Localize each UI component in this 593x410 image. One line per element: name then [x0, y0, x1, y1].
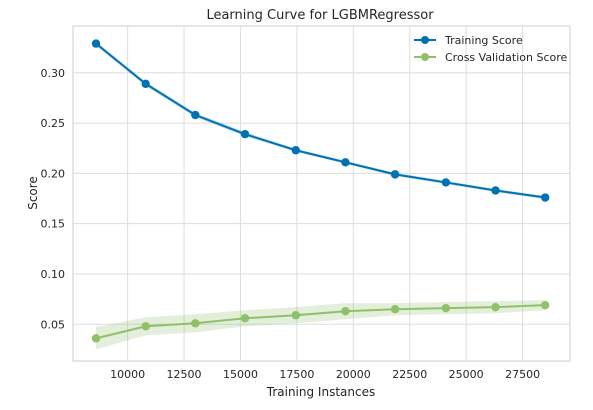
y-tick-label: 0.25 [41, 117, 66, 130]
y-axis-label: Score [26, 176, 40, 210]
line-training [95, 42, 546, 199]
line-cv [95, 304, 546, 340]
legend-label-cv: Cross Validation Score [445, 51, 568, 64]
series-lines [95, 42, 546, 340]
point-cv [91, 334, 101, 343]
y-tick-label: 0.05 [41, 318, 66, 331]
point-training [441, 178, 451, 187]
point-training [341, 158, 350, 167]
legend: Training Score Cross Validation Score [414, 34, 568, 64]
point-cv [341, 307, 350, 316]
legend-label-training: Training Score [444, 34, 523, 47]
legend-marker-training [421, 36, 429, 44]
series-points [91, 39, 550, 343]
x-tick-label: 17500 [279, 368, 314, 381]
point-training [390, 170, 400, 179]
grid [73, 26, 570, 361]
x-tick-label: 27500 [505, 368, 540, 381]
point-cv [390, 304, 400, 314]
plot-area [72, 25, 571, 362]
point-cv [291, 311, 300, 320]
confidence-bands [96, 41, 546, 350]
point-training [91, 39, 101, 48]
y-tick-label: 0.10 [41, 268, 66, 281]
point-cv [540, 300, 550, 310]
band-cv [96, 300, 546, 350]
y-axis-ticks: 0.05 0.10 0.15 0.20 0.25 0.30 [41, 67, 66, 332]
x-tick-label: 15000 [223, 368, 258, 381]
plot-background [72, 25, 571, 362]
point-training [491, 186, 500, 195]
x-tick-label: 12500 [167, 368, 202, 381]
x-tick-label: 20000 [336, 368, 371, 381]
y-tick-label: 0.15 [41, 218, 66, 231]
x-tick-label: 25000 [449, 368, 484, 381]
point-cv [491, 302, 500, 312]
point-cv [191, 319, 200, 328]
x-axis-ticks: 10000 12500 15000 17500 20000 22500 25000 27500 [110, 368, 540, 381]
y-tick-label: 0.30 [41, 67, 66, 80]
point-training [540, 193, 550, 202]
legend-marker-cv [421, 53, 429, 61]
x-axis-label: Training Instances [266, 385, 375, 399]
point-cv [441, 303, 451, 313]
chart-title: Learning Curve for LGBMRegressor [206, 8, 434, 23]
point-cv [240, 314, 250, 323]
x-tick-label: 10000 [110, 368, 145, 381]
point-training [141, 79, 150, 89]
x-tick-label: 22500 [392, 368, 427, 381]
point-training [291, 146, 300, 155]
y-tick-label: 0.20 [41, 167, 66, 180]
point-training [191, 110, 200, 120]
point-cv [141, 322, 150, 331]
point-training [240, 129, 250, 139]
